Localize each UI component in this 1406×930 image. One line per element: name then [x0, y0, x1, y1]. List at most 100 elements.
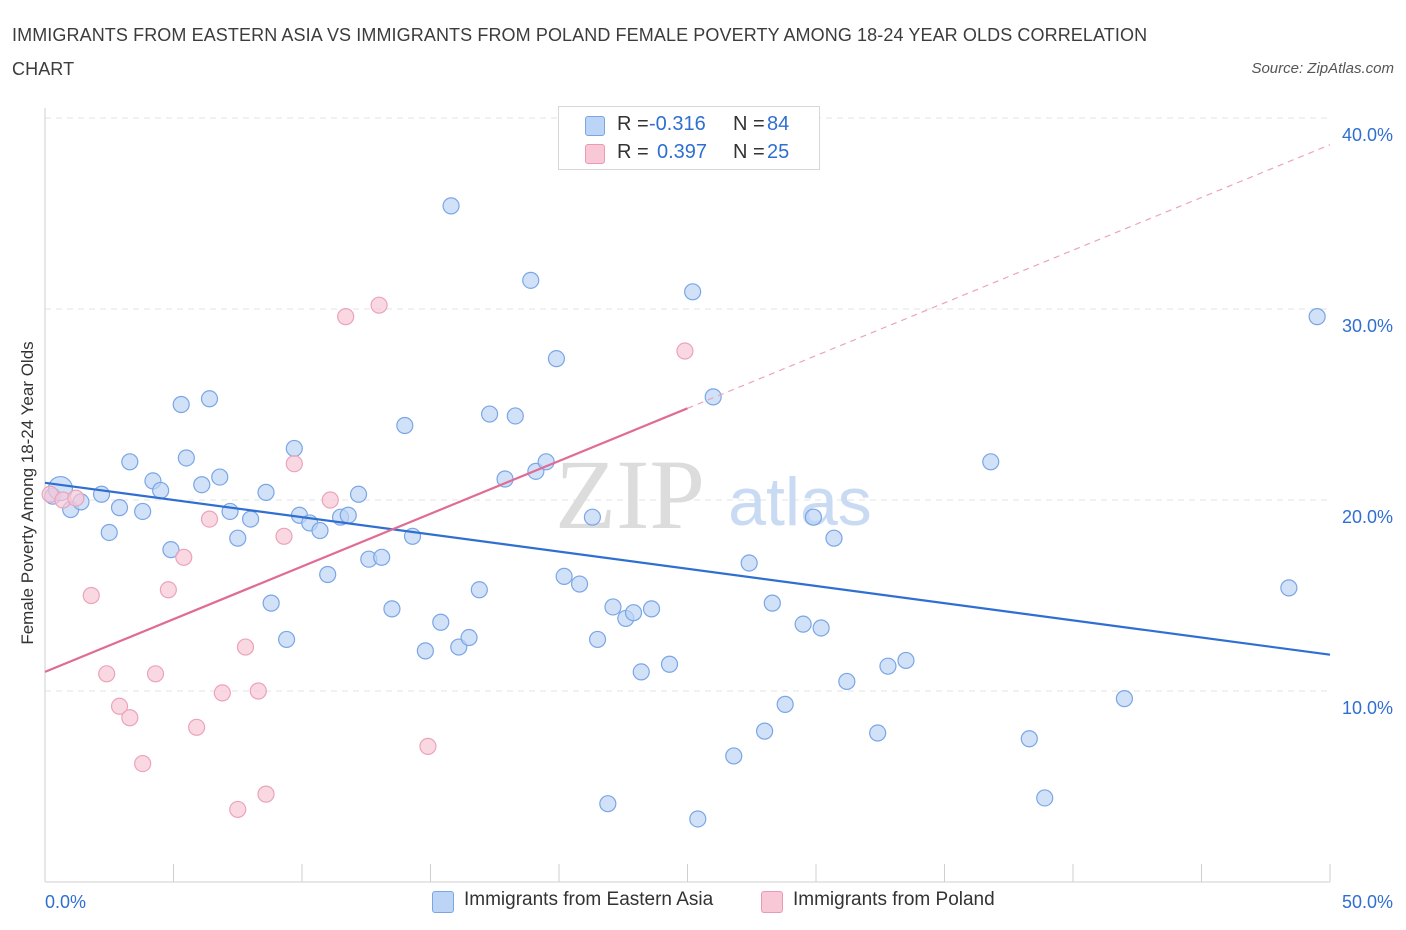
point-eastern-asia	[763, 594, 781, 612]
n-value: 84	[767, 113, 790, 135]
r-label: R =	[617, 141, 649, 163]
point-poland	[98, 665, 116, 683]
point-eastern-asia	[794, 615, 812, 633]
point-eastern-asia	[599, 795, 617, 813]
point-eastern-asia	[982, 453, 1000, 471]
point-eastern-asia	[200, 390, 219, 408]
r-value: -0.316	[649, 113, 706, 135]
legend-stats: R = -0.316 N = 84 R = 0.397 N = 25	[558, 106, 820, 170]
legend-label: Immigrants from Eastern Asia	[464, 889, 714, 910]
point-eastern-asia	[460, 628, 478, 647]
point-poland	[249, 682, 267, 700]
point-eastern-asia	[624, 604, 643, 622]
r-label: R =	[617, 113, 649, 135]
x-tick-label: 0.0%	[45, 892, 86, 912]
point-eastern-asia	[177, 449, 195, 467]
point-eastern-asia	[522, 271, 540, 289]
point-eastern-asia	[442, 197, 460, 215]
point-poland	[236, 638, 255, 656]
point-eastern-asia	[812, 619, 830, 637]
point-eastern-asia	[689, 810, 707, 828]
chart-title: IMMIGRANTS FROM EASTERN ASIA VS IMMIGRAN…	[12, 25, 1148, 79]
y-axis-label: Female Poverty Among 18-24 Year Olds	[18, 341, 37, 645]
point-eastern-asia	[285, 439, 303, 458]
n-label: N =	[733, 141, 765, 163]
point-poland	[110, 697, 129, 715]
point-eastern-asia	[172, 395, 190, 414]
point-poland	[175, 548, 193, 566]
point-eastern-asia	[555, 567, 573, 586]
point-poland	[321, 491, 339, 509]
point-eastern-asia	[229, 529, 247, 547]
grid-lines	[45, 117, 1330, 692]
point-eastern-asia	[1036, 789, 1054, 807]
point-eastern-asia	[349, 485, 368, 503]
point-eastern-asia	[725, 747, 743, 765]
legend-swatch-blue	[432, 891, 454, 913]
point-eastern-asia	[1280, 579, 1298, 597]
point-eastern-asia	[416, 642, 434, 660]
point-eastern-asia	[570, 575, 589, 593]
point-poland	[121, 709, 139, 727]
point-eastern-asia	[396, 416, 414, 435]
point-eastern-asia	[134, 502, 152, 521]
watermark-atlas: atlas	[728, 464, 872, 540]
point-eastern-asia	[704, 388, 722, 406]
point-poland	[213, 684, 231, 702]
point-poland	[200, 510, 219, 528]
point-eastern-asia	[162, 541, 180, 559]
legend-swatch-blue	[585, 116, 605, 136]
trend-line-poland-extension	[687, 144, 1331, 409]
point-eastern-asia	[383, 600, 401, 618]
point-eastern-asia	[470, 581, 488, 599]
point-eastern-asia	[262, 594, 280, 612]
point-eastern-asia	[211, 468, 229, 486]
point-eastern-asia	[257, 483, 275, 501]
point-eastern-asia	[1115, 690, 1134, 708]
point-poland	[146, 665, 165, 683]
point-poland	[285, 455, 303, 473]
point-eastern-asia	[838, 672, 856, 691]
legend-label: Immigrants from Poland	[793, 889, 995, 910]
y-tick-label: 20.0%	[1342, 507, 1393, 527]
point-eastern-asia	[825, 529, 843, 547]
point-eastern-asia	[193, 476, 211, 494]
point-eastern-asia	[481, 405, 499, 423]
y-tick-label: 30.0%	[1342, 316, 1393, 336]
point-eastern-asia	[1308, 308, 1326, 326]
point-eastern-asia	[152, 481, 170, 500]
point-eastern-asia	[373, 548, 391, 566]
point-eastern-asia	[277, 630, 296, 649]
legend-swatch-pink	[585, 144, 605, 164]
point-eastern-asia	[121, 453, 139, 471]
y-tick-label: 40.0%	[1342, 125, 1393, 145]
n-label: N =	[733, 113, 765, 135]
point-eastern-asia	[311, 521, 329, 540]
point-poland	[419, 737, 437, 755]
trend-line-poland	[44, 407, 688, 673]
point-eastern-asia	[684, 283, 702, 301]
point-eastern-asia	[660, 655, 679, 673]
point-eastern-asia	[755, 722, 774, 740]
point-poland	[134, 754, 152, 773]
point-eastern-asia	[604, 598, 622, 616]
point-poland	[337, 308, 355, 326]
point-poland	[370, 296, 388, 314]
legend-swatch-pink	[761, 891, 783, 913]
point-eastern-asia	[642, 600, 661, 618]
point-eastern-asia	[583, 508, 602, 526]
point-eastern-asia	[242, 510, 260, 528]
watermark-zip: ZIP	[555, 439, 705, 550]
point-eastern-asia	[319, 565, 337, 584]
point-eastern-asia	[632, 663, 650, 681]
source-note: Source: ZipAtlas.com	[1251, 60, 1394, 77]
point-eastern-asia	[897, 651, 915, 670]
point-eastern-asia	[100, 523, 118, 542]
y-tick-label: 10.0%	[1342, 698, 1393, 718]
point-poland	[676, 342, 694, 360]
point-eastern-asia	[879, 657, 897, 675]
point-eastern-asia	[869, 724, 887, 742]
point-poland	[67, 489, 85, 507]
point-eastern-asia	[1020, 730, 1038, 748]
